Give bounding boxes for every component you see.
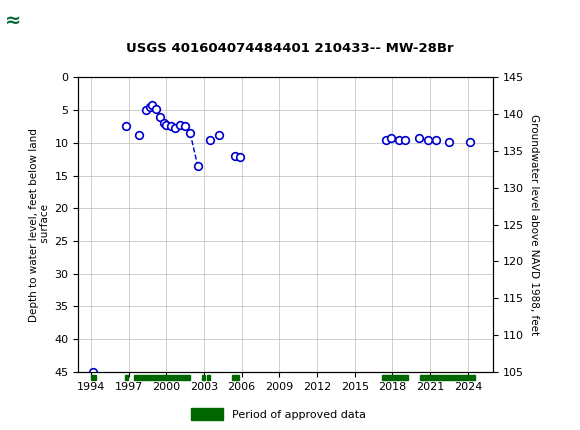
Bar <box>125 375 128 380</box>
Text: Period of approved data: Period of approved data <box>232 410 366 420</box>
FancyBboxPatch shape <box>3 3 52 37</box>
Bar <box>92 375 96 380</box>
Bar <box>232 375 238 380</box>
Bar <box>133 375 190 380</box>
Bar <box>207 375 210 380</box>
Y-axis label: Groundwater level above NAVD 1988, feet: Groundwater level above NAVD 1988, feet <box>530 114 539 335</box>
Bar <box>202 375 205 380</box>
Text: USGS 401604074484401 210433-- MW-28Br: USGS 401604074484401 210433-- MW-28Br <box>126 42 454 55</box>
Bar <box>382 375 408 380</box>
Text: ≈: ≈ <box>5 10 21 30</box>
Bar <box>420 375 476 380</box>
Text: USGS: USGS <box>44 11 95 29</box>
Y-axis label: Depth to water level, feet below land
 surface: Depth to water level, feet below land su… <box>28 128 50 322</box>
